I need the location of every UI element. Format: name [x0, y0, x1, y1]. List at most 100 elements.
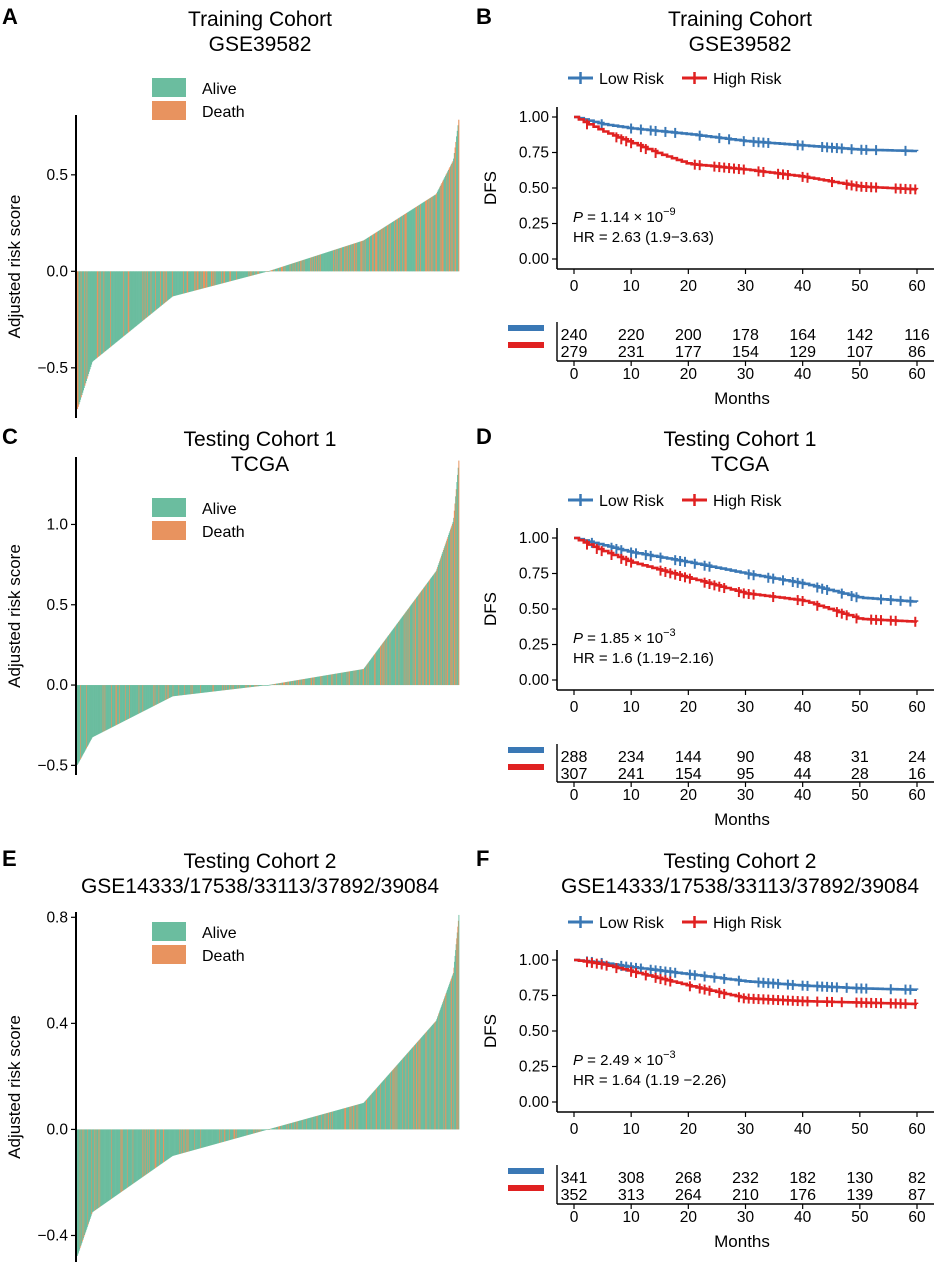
waterfall-bar — [280, 1125, 282, 1130]
waterfall-bar — [434, 194, 436, 272]
waterfall-bar — [389, 634, 391, 686]
waterfall-bar — [258, 271, 260, 274]
waterfall-bar — [150, 1129, 152, 1172]
waterfall-bar — [409, 210, 411, 272]
x-tick-label: 0 — [570, 1121, 579, 1138]
waterfall-bar — [423, 1035, 425, 1130]
waterfall-bar — [362, 1103, 364, 1130]
waterfall-bar — [426, 1031, 428, 1130]
risk-count-low: 116 — [904, 327, 930, 344]
waterfall-bar — [445, 174, 447, 272]
waterfall-bar — [248, 1129, 250, 1135]
waterfall-bar — [306, 678, 308, 686]
waterfall-bar — [456, 938, 458, 1130]
waterfall-bar — [186, 685, 188, 695]
waterfall-bar — [315, 1116, 317, 1130]
x-tick-label: 60 — [908, 366, 926, 383]
waterfall-bar — [438, 563, 440, 686]
waterfall-bar — [417, 1041, 419, 1130]
waterfall-bar — [208, 1129, 210, 1146]
waterfall-bar — [183, 271, 185, 294]
waterfall-bar — [258, 685, 260, 687]
waterfall-bar — [450, 529, 451, 686]
waterfall-bar — [332, 674, 334, 686]
waterfall-bar — [286, 265, 288, 272]
waterfall-bar — [223, 271, 225, 283]
waterfall-bar — [269, 1128, 271, 1130]
waterfall-bar — [422, 202, 425, 272]
waterfall-bar — [167, 1129, 169, 1160]
waterfall-bar — [453, 517, 455, 686]
waterfall-bar — [386, 225, 388, 272]
waterfall-bar — [352, 670, 354, 686]
waterfall-bar — [205, 271, 207, 288]
waterfall-bar — [318, 254, 320, 272]
waterfall-bar — [398, 621, 400, 686]
waterfall-bar — [246, 1129, 248, 1136]
waterfall-bar — [399, 1061, 401, 1130]
waterfall-bar — [242, 685, 244, 689]
panel-subtitle: GSE14333/17538/33113/37892/39084 — [561, 875, 919, 898]
waterfall-bar — [243, 685, 245, 688]
waterfall-bar — [346, 1107, 348, 1130]
waterfall-bar — [327, 675, 329, 686]
waterfall-bar — [350, 671, 352, 686]
p-value-text: P = 2.49 × 10−3 — [573, 1049, 676, 1069]
waterfall-bar — [242, 685, 243, 689]
waterfall-bar — [171, 1129, 173, 1157]
waterfall-bar — [347, 1107, 349, 1130]
km-curve — [574, 536, 919, 603]
x-axis-label: Months — [714, 389, 770, 408]
waterfall-bar — [440, 184, 442, 272]
y-tick-label: 0.0 — [46, 677, 68, 694]
waterfall-bar — [369, 1095, 371, 1130]
waterfall-bar — [243, 1129, 245, 1137]
waterfall-bar — [290, 263, 292, 272]
waterfall-bar — [136, 685, 138, 715]
waterfall-bar — [409, 1050, 411, 1130]
waterfall-bar — [155, 685, 157, 705]
waterfall-bar — [127, 1129, 129, 1188]
waterfall-bar — [339, 248, 341, 272]
waterfall-bar — [335, 673, 337, 686]
waterfall-bar — [455, 950, 457, 1130]
waterfall-bar — [159, 685, 161, 703]
waterfall-bar — [175, 1129, 177, 1156]
risk-count-high: 176 — [789, 1187, 816, 1204]
waterfall-bar — [151, 685, 153, 707]
waterfall-bar — [378, 230, 380, 272]
waterfall-bar — [84, 685, 86, 752]
waterfall-bar — [272, 269, 274, 272]
waterfall-bar — [136, 1129, 138, 1181]
waterfall-bar — [299, 679, 301, 686]
waterfall-bar — [254, 685, 256, 687]
waterfall-bar — [411, 603, 413, 686]
waterfall-bar — [295, 680, 297, 686]
waterfall-bar — [424, 201, 426, 272]
waterfall-bar — [171, 271, 173, 298]
waterfall-bar — [360, 669, 362, 686]
waterfall-bar — [261, 271, 263, 273]
waterfall-bar — [112, 1129, 114, 1198]
risk-table: 2402790220231102001772017815430164129401… — [508, 322, 934, 408]
waterfall-bar — [435, 194, 437, 272]
waterfall-bar — [386, 637, 388, 686]
y-tick-label: 0.25 — [519, 1059, 549, 1076]
x-tick-label: 10 — [623, 787, 641, 804]
waterfall-bar — [453, 153, 455, 272]
waterfall-bar — [210, 1129, 212, 1146]
risk-count-high: 87 — [908, 1187, 926, 1204]
waterfall-bar — [257, 685, 259, 687]
waterfall-bar — [310, 677, 312, 686]
risk-count-high: 139 — [846, 1187, 873, 1204]
waterfall-bar — [395, 625, 397, 686]
waterfall-bar — [281, 682, 283, 686]
waterfall-bar — [104, 271, 107, 352]
waterfall-bar — [376, 1088, 378, 1130]
waterfall-bar — [245, 685, 247, 688]
waterfall-bar — [447, 171, 449, 272]
y-axis-label: Adjusted risk score — [5, 195, 24, 339]
waterfall-bar — [114, 685, 116, 726]
waterfall-bar — [420, 203, 422, 272]
waterfall-bar — [261, 271, 263, 274]
